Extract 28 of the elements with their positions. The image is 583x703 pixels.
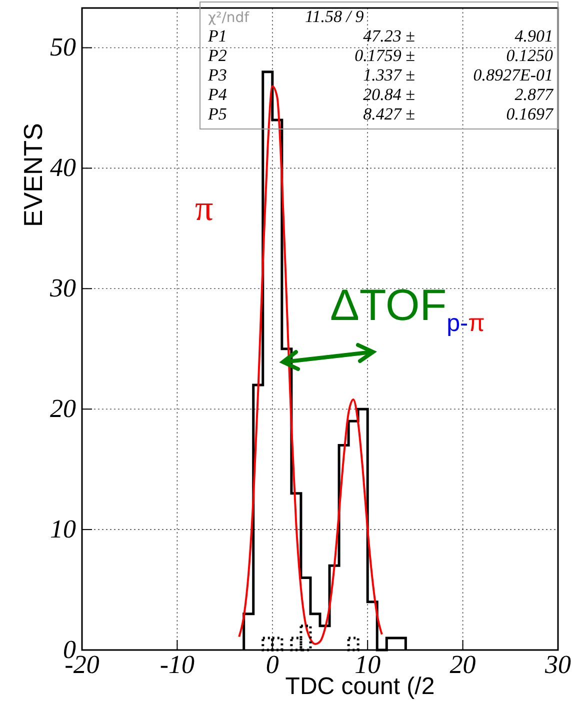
y-tick-label: 40 [50,153,76,182]
x-tick-label: 20 [450,650,476,679]
annotation: P3 [207,66,227,84]
annotation: 4.901 [514,26,553,46]
y-axis-title: EVENTS [18,122,48,228]
annotation: 8.427 ± [363,104,415,124]
y-tick-label: 50 [50,32,76,62]
annotation: P1 [207,26,227,46]
annotation: 2.877 [514,85,554,104]
annotation: 20.84 ± [363,85,415,104]
annotation: 47.23 ± [363,26,415,46]
y-tick-label: 20 [50,394,76,424]
annotation: 0.8927E-01 [473,66,553,84]
annotation: P4 [207,85,228,104]
x-tick-label: 0 [266,650,279,679]
annotation: P2 [207,46,228,65]
y-tick-label: 10 [50,514,76,544]
annotation: 1.337 ± [363,66,415,84]
x-tick-label: 30 [544,650,571,679]
annotation: 0.1697 [506,104,554,124]
annotation: P5 [207,104,227,124]
text: 11.58 / 9 [305,7,364,26]
annotation: 0.1759 ± [354,46,415,65]
y-tick-label: 30 [49,274,76,303]
annotation: χ²/ndf [208,10,250,26]
annotation: π [195,188,214,228]
annotation: 0.1250 [506,46,554,65]
x-tick-label: -10 [160,650,195,679]
